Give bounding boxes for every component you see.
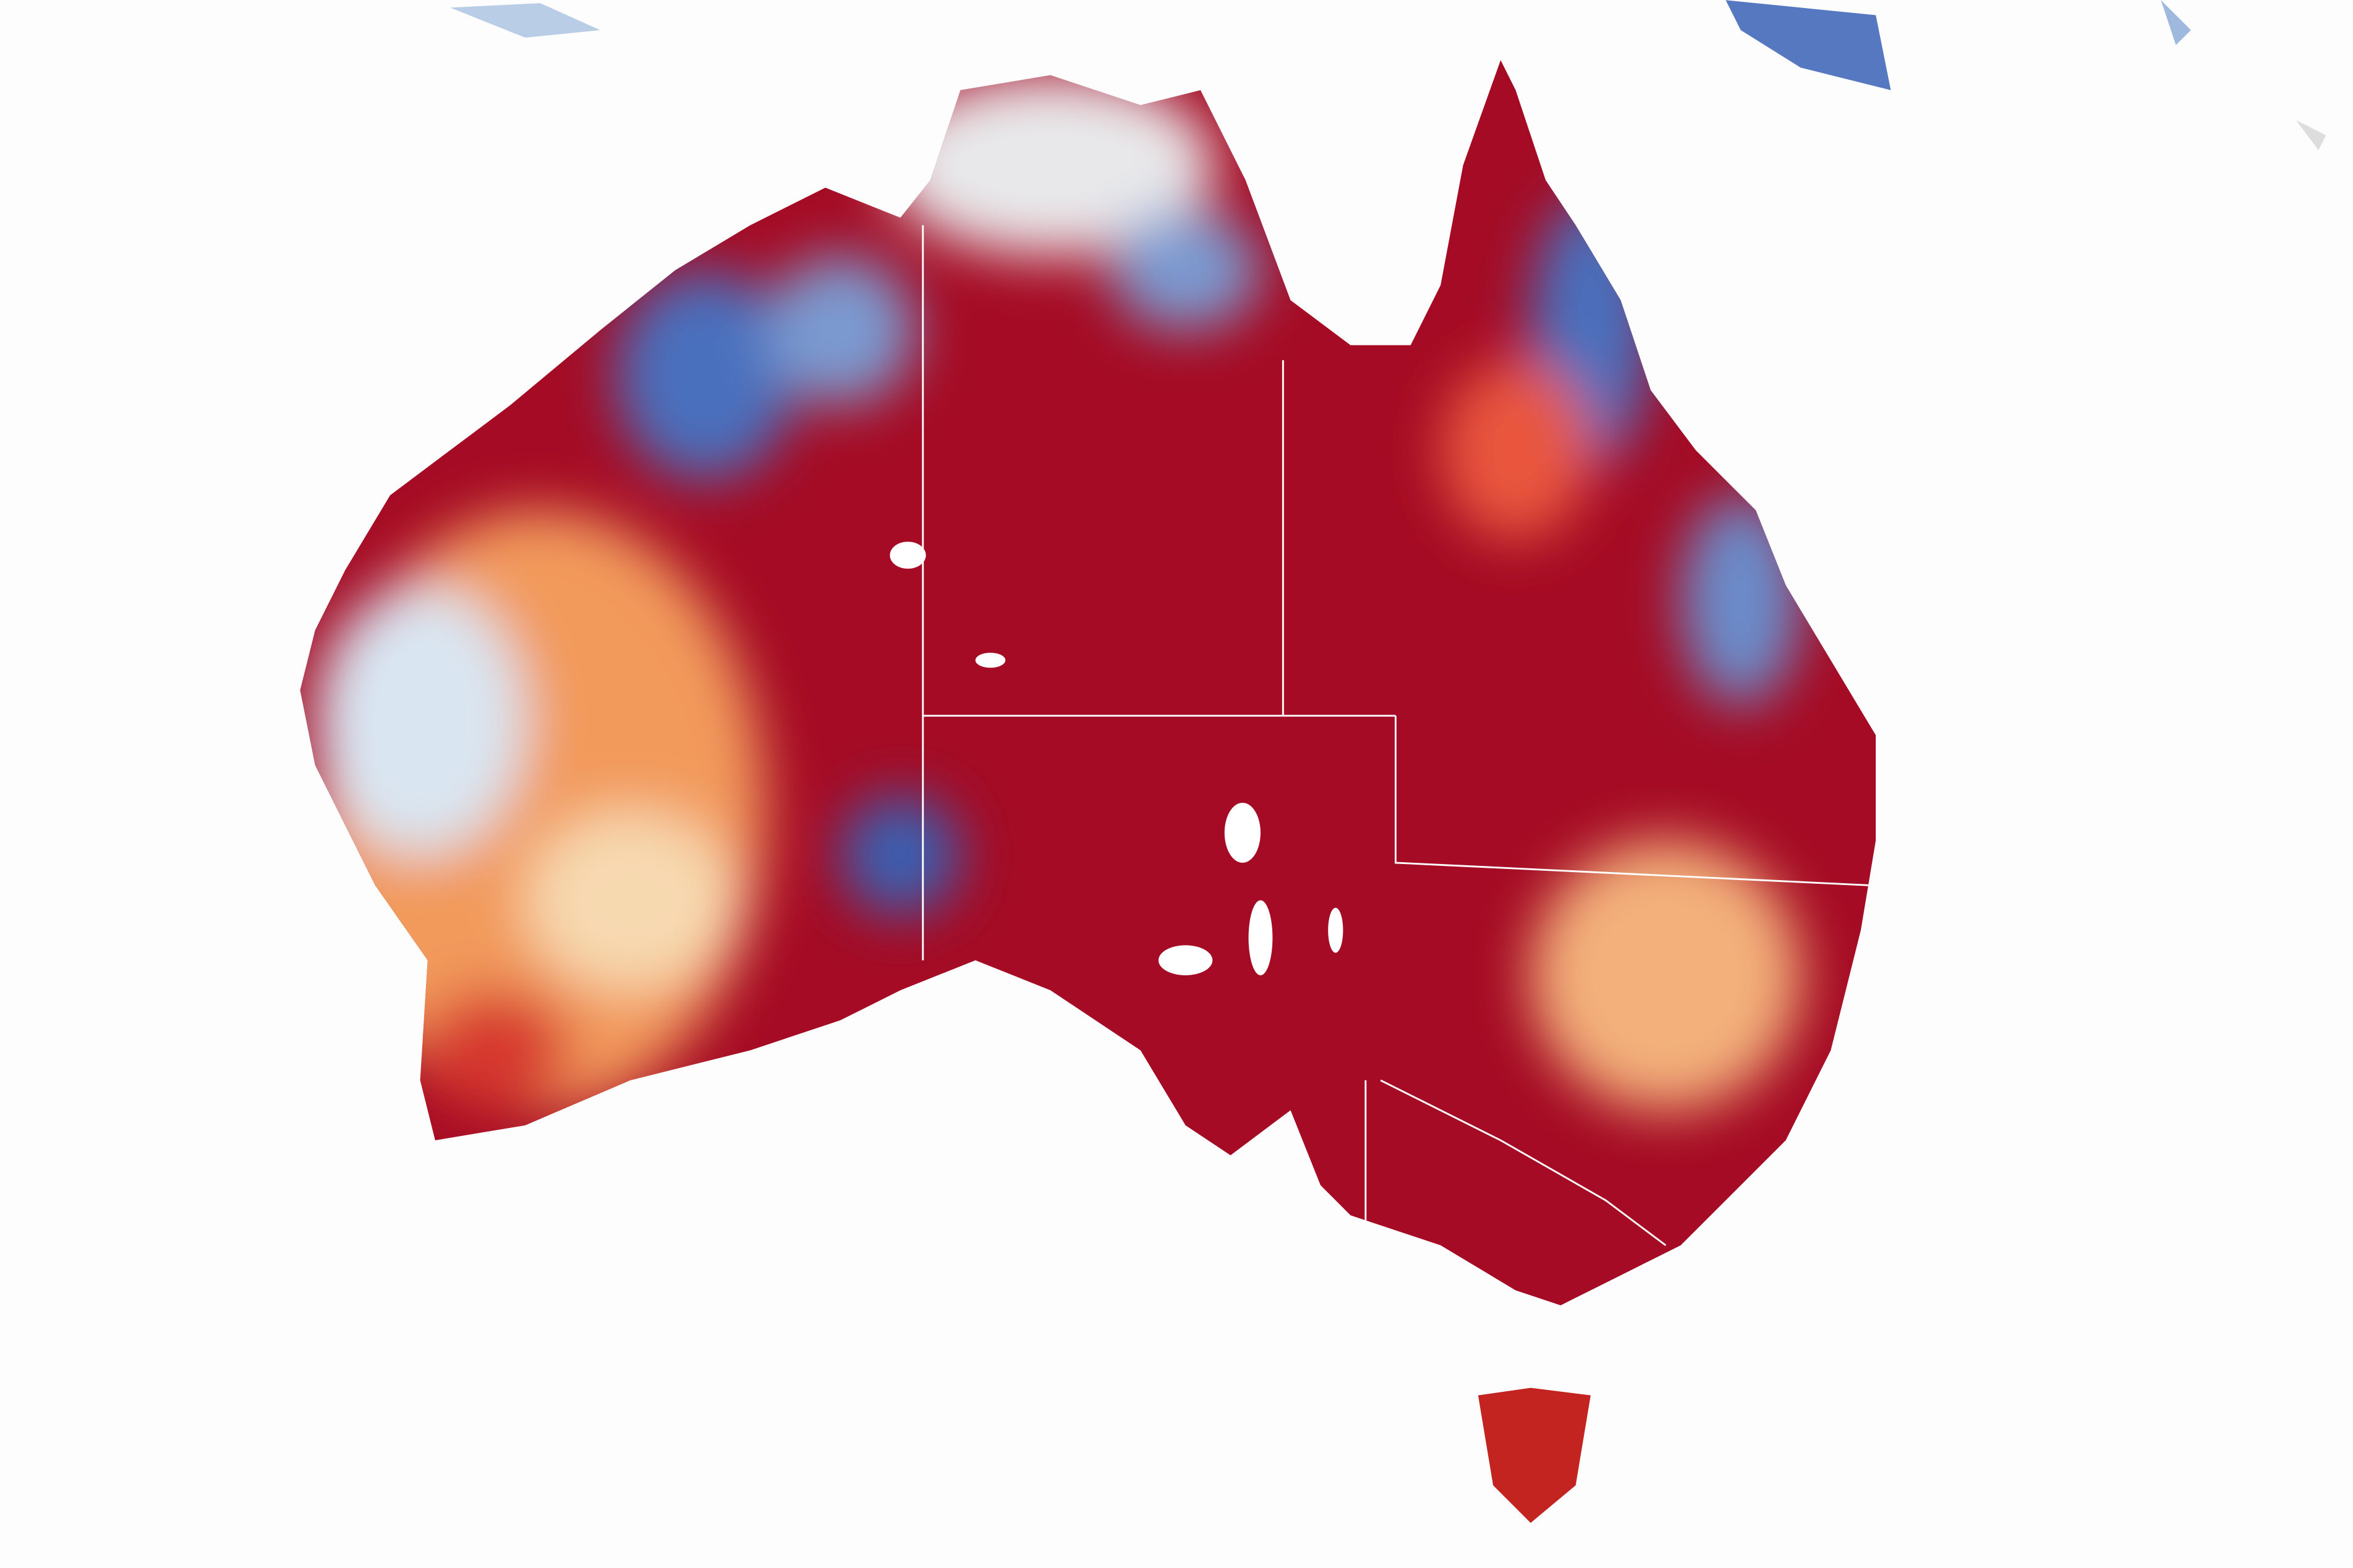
tasmania bbox=[1478, 1388, 1591, 1523]
northern-islands bbox=[450, 0, 2326, 150]
island bbox=[2161, 0, 2191, 46]
border bbox=[1380, 1079, 1667, 1247]
mainland bbox=[300, 60, 1876, 1305]
lakes bbox=[890, 541, 1343, 975]
border bbox=[1394, 716, 1869, 886]
island bbox=[2296, 120, 2326, 150]
island bbox=[450, 3, 600, 38]
island bbox=[1725, 0, 1891, 90]
